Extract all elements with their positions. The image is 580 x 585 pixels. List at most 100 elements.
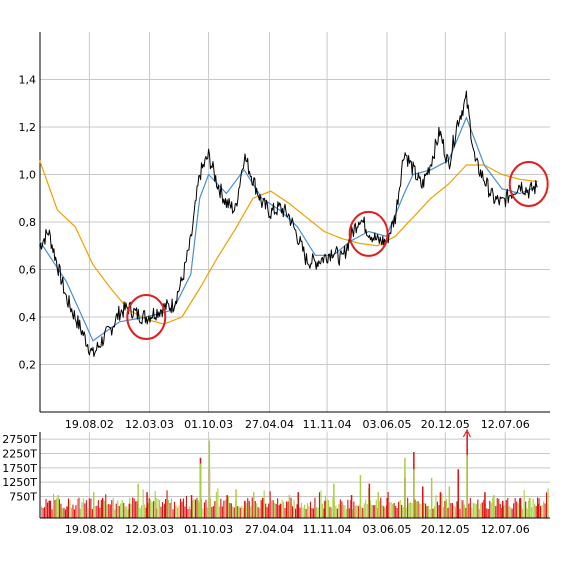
volume-bar	[145, 507, 147, 518]
volume-bar	[465, 507, 467, 518]
volume-bar	[481, 502, 483, 518]
volume-bar	[501, 507, 503, 518]
volume-bar	[466, 454, 468, 518]
volume-bar	[324, 500, 326, 518]
price-series-line-1	[39, 116, 538, 342]
volume-bar	[76, 498, 78, 518]
price-series-line-0	[39, 90, 538, 357]
volume-bar	[61, 508, 63, 518]
volume-bar	[359, 475, 362, 518]
volume-bar	[235, 489, 237, 518]
volume-bar	[402, 507, 404, 518]
volume-bar	[478, 509, 480, 518]
volume-bar	[342, 504, 344, 518]
volume-bar	[287, 501, 289, 518]
price-y-tick-label: 1,0	[19, 169, 37, 182]
volume-bar	[381, 505, 383, 518]
volume-bar	[197, 500, 199, 518]
volume-bar	[292, 506, 294, 518]
volume-bar	[369, 500, 371, 518]
volume-y-tick-label: 1750T	[2, 462, 37, 475]
volume-bar	[275, 503, 277, 518]
volume-bar	[178, 505, 180, 518]
volume-y-tick-label: 1250T	[2, 476, 37, 489]
volume-bar	[224, 500, 226, 518]
volume-bar	[436, 501, 438, 518]
volume-bar	[378, 501, 380, 518]
volume-bar	[390, 502, 392, 518]
volume-bar	[75, 505, 77, 518]
price-y-tick-label: 1,2	[19, 121, 37, 134]
volume-bar	[332, 497, 334, 518]
volume-bar	[457, 469, 459, 518]
volume-bar	[199, 463, 202, 518]
volume-bar	[174, 501, 176, 518]
volume-bar	[425, 503, 427, 518]
volume-bar	[486, 508, 488, 518]
volume-bar	[502, 500, 504, 518]
volume-bar	[111, 500, 113, 518]
volume-bar	[393, 503, 395, 518]
volume-bar	[537, 503, 540, 518]
volume-bar	[380, 497, 382, 518]
volume-bar	[419, 503, 421, 518]
volume-bar	[144, 504, 146, 518]
volume-bar	[279, 503, 282, 518]
volume-bar	[299, 507, 301, 518]
volume-bar	[256, 503, 258, 518]
volume-bar	[422, 486, 424, 518]
price-x-tick-label: 12.07.06	[481, 418, 530, 431]
volume-bar	[411, 503, 413, 518]
volume-bar	[535, 505, 537, 518]
volume-bar	[505, 500, 507, 518]
volume-bar	[447, 507, 449, 518]
volume-bar	[60, 503, 62, 518]
volume-bar	[227, 496, 229, 518]
volume-bar	[532, 498, 534, 518]
volume-bar	[64, 509, 66, 518]
volume-bar	[426, 506, 428, 518]
volume-bar	[112, 497, 114, 518]
volume-bar	[284, 508, 286, 518]
volume-bar	[211, 506, 213, 518]
price-series-line-2	[39, 160, 538, 325]
volume-bar	[272, 500, 274, 518]
price-x-tick-label: 01.10.03	[184, 418, 233, 431]
volume-bar	[320, 490, 322, 518]
volume-bar	[73, 509, 75, 518]
volume-bar	[93, 492, 95, 518]
volume-bar	[101, 497, 104, 518]
volume-bar	[414, 499, 416, 518]
volume-bar	[66, 506, 68, 518]
volume-bar	[296, 504, 298, 518]
volume-bar	[460, 500, 462, 518]
volume-bar	[353, 501, 355, 518]
volume-bar	[42, 507, 44, 518]
volume-bar	[459, 508, 461, 518]
volume-bar	[339, 499, 341, 518]
volume-x-tick-label: 12.03.03	[125, 523, 174, 536]
volume-bar	[187, 509, 189, 518]
volume-bar	[484, 492, 486, 518]
price-y-tick-label: 0,6	[19, 264, 37, 277]
volume-x-tick-label: 27.04.04	[245, 523, 294, 536]
volume-bar	[263, 490, 265, 518]
volume-bar	[271, 500, 273, 518]
volume-bar	[90, 498, 92, 518]
volume-bar	[432, 508, 434, 518]
volume-bar	[375, 499, 377, 518]
volume-bar	[260, 500, 262, 518]
volume-bar	[169, 503, 171, 518]
volume-bar	[181, 501, 183, 518]
volume-bar	[106, 504, 108, 518]
volume-bar	[81, 502, 83, 518]
volume-bar	[374, 505, 376, 518]
volume-bar	[139, 508, 141, 518]
volume-bar	[410, 502, 412, 518]
volume-bar	[182, 498, 184, 518]
volume-bar	[223, 500, 225, 518]
volume-bar	[404, 457, 406, 518]
volume-bar	[540, 506, 542, 518]
volume-bar	[480, 503, 482, 518]
